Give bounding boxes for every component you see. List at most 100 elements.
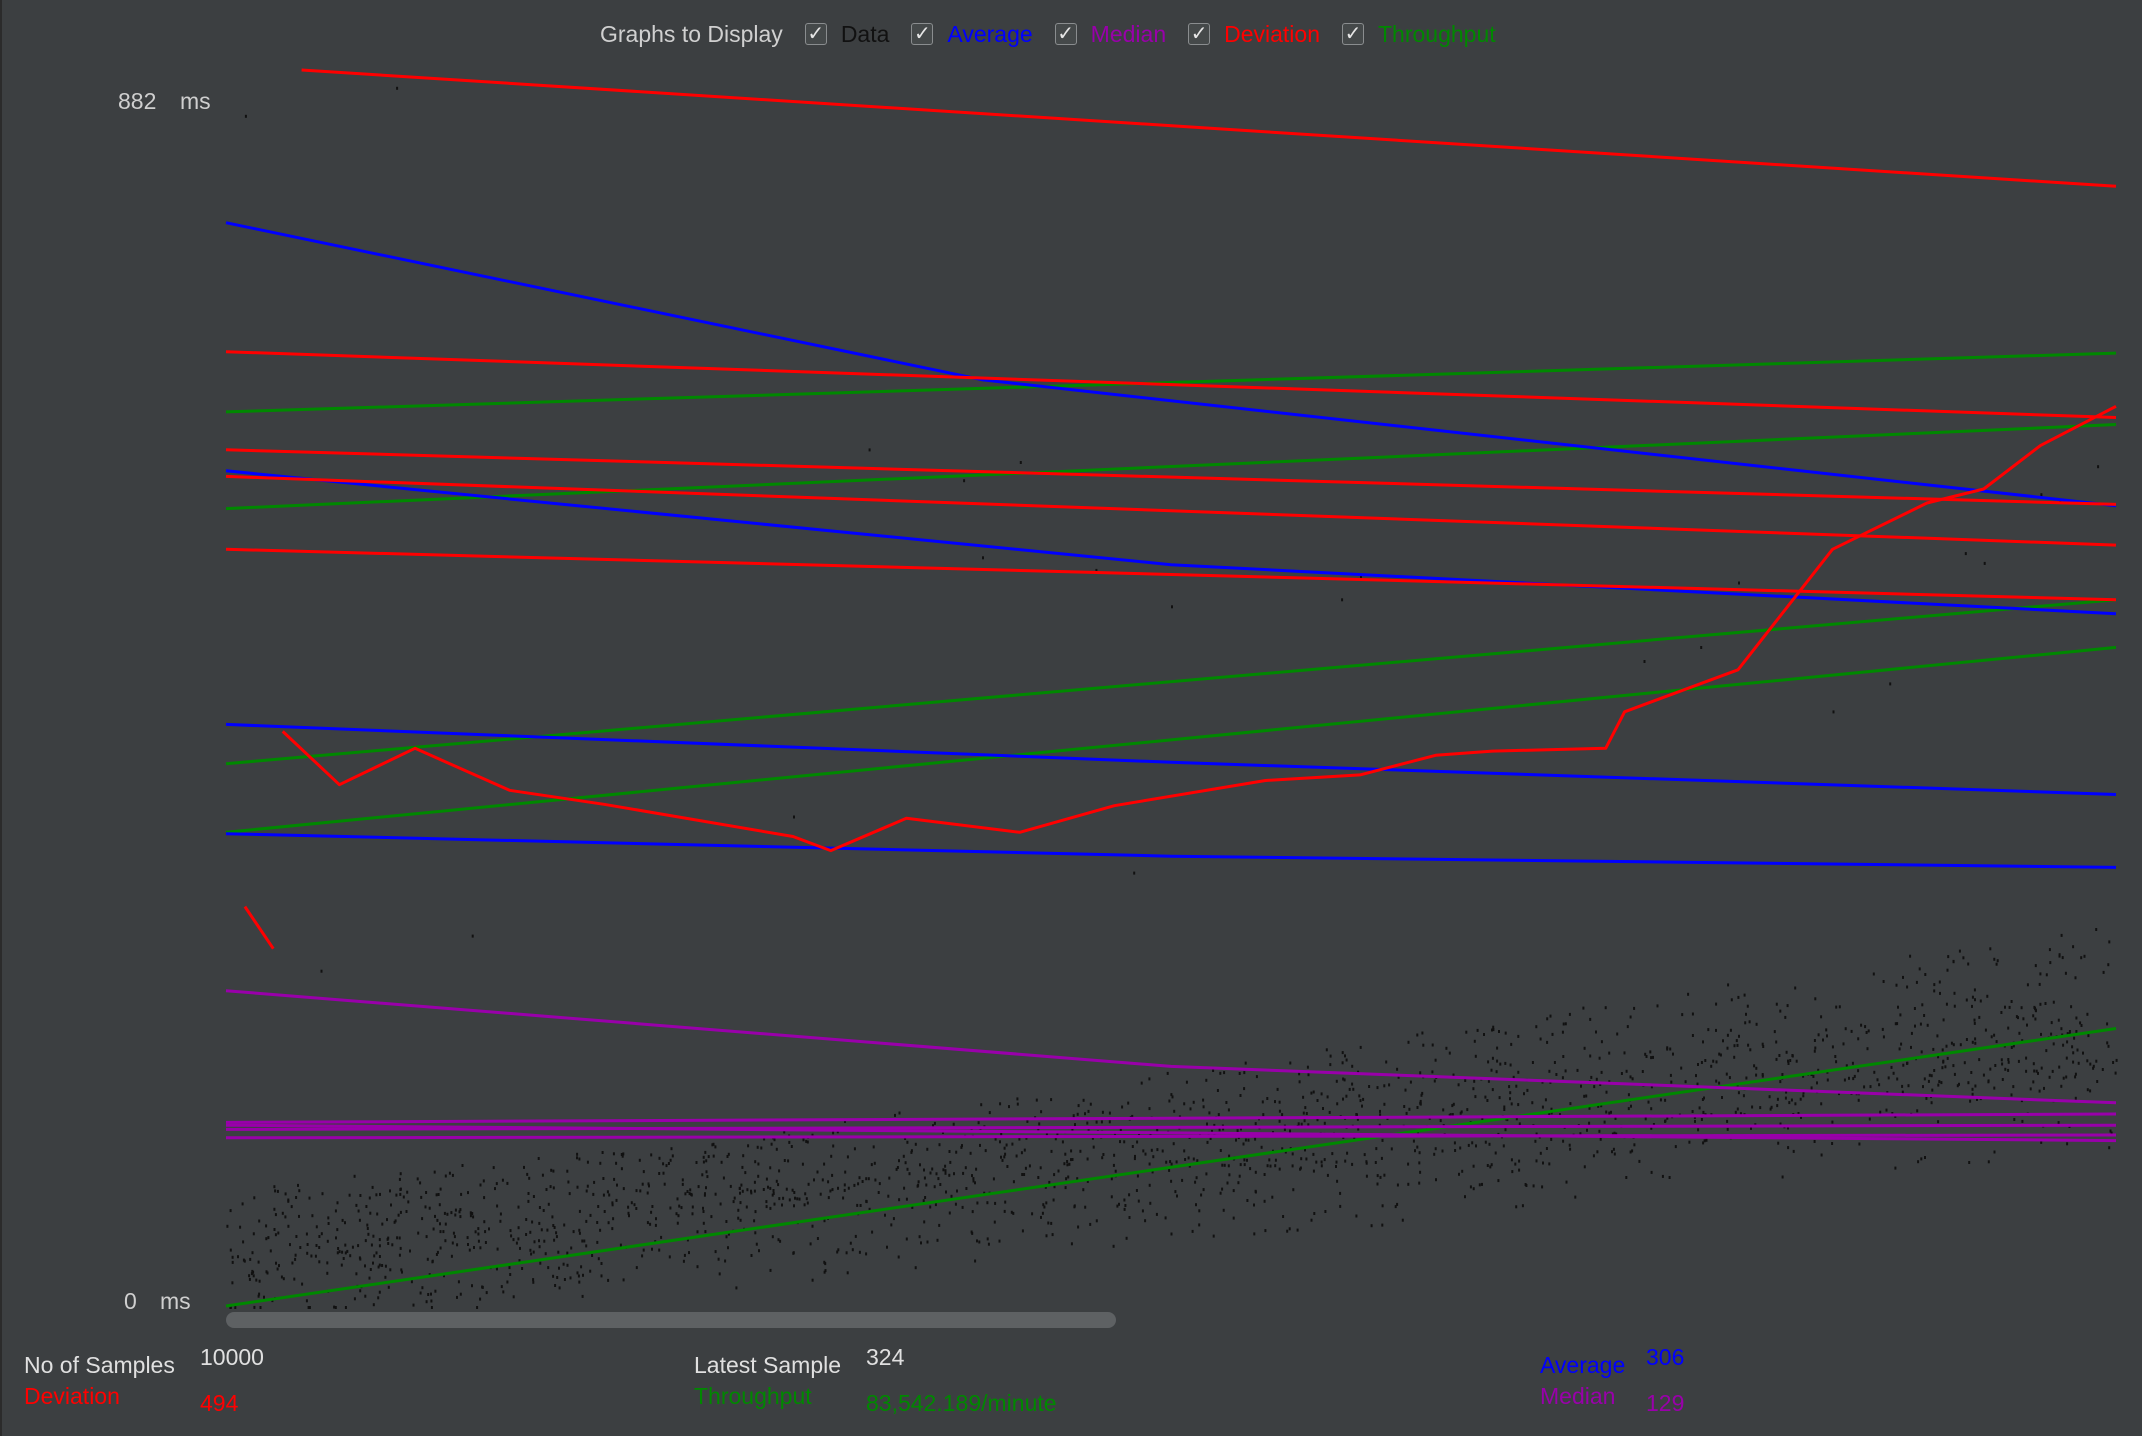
data-point (1223, 1163, 1226, 1167)
data-point (326, 1261, 329, 1265)
data-point (717, 1257, 720, 1261)
data-point (1024, 1166, 1027, 1170)
data-point (543, 1239, 546, 1243)
graph-scrollbar-thumb[interactable] (226, 1312, 1116, 1328)
data-point (586, 1184, 589, 1188)
data-point (813, 1178, 815, 1182)
data-point (2035, 1069, 2038, 1073)
data-point (1544, 1098, 1547, 1102)
data-point (1196, 1159, 1199, 1163)
data-point (538, 1221, 541, 1225)
data-point (547, 1266, 550, 1270)
data-point (1743, 993, 1746, 997)
data-point (1473, 1039, 1476, 1043)
data-point (1439, 1119, 1442, 1123)
data-point (1736, 1043, 1739, 1047)
data-point (2108, 1146, 2111, 1150)
data-point (1184, 1158, 1187, 1161)
median-checkbox[interactable]: ✓ (1054, 23, 1077, 45)
legend-item-median[interactable]: ✓ Median (1054, 21, 1166, 48)
data-point (1499, 1062, 1502, 1066)
throughput-checkbox[interactable]: ✓ (1342, 23, 1364, 45)
data-point (1509, 1091, 1512, 1095)
data-point (387, 1236, 390, 1240)
data-point (1933, 983, 1936, 987)
data-checkbox[interactable]: ✓ (804, 23, 827, 45)
data-point (646, 1191, 649, 1195)
data-point (2050, 1032, 2053, 1036)
data-point (1219, 1071, 1222, 1075)
data-point (1608, 1111, 1611, 1115)
data-point (1170, 1162, 1173, 1166)
data-point (1469, 1185, 1472, 1189)
data-point (783, 1130, 786, 1134)
data-point (1464, 1195, 1466, 1199)
data-point (1313, 1212, 1316, 1215)
data-point (1356, 1113, 1358, 1117)
data-point (258, 1279, 261, 1283)
data-point (2045, 1049, 2048, 1053)
data-point (412, 1303, 415, 1307)
data-point (1987, 1080, 1990, 1084)
legend-item-throughput[interactable]: ✓ Throughput (1342, 21, 1496, 48)
data-point (1965, 998, 1968, 1002)
data-point (305, 1299, 308, 1303)
data-point (1778, 1054, 1781, 1057)
data-point (1890, 1065, 1893, 1069)
average-checkbox[interactable]: ✓ (911, 23, 934, 45)
data-point (1359, 1045, 1362, 1049)
data-point (695, 1161, 698, 1164)
data-point (1091, 1136, 1094, 1140)
data-point (1598, 1056, 1601, 1060)
graph-scrollbar[interactable] (226, 1312, 2116, 1328)
data-point (765, 1177, 768, 1181)
data-point (400, 1268, 403, 1272)
deviation-checkbox[interactable]: ✓ (1188, 23, 1211, 45)
data-point (783, 1159, 786, 1162)
data-point (1668, 1176, 1671, 1179)
data-point (1938, 980, 1941, 984)
data-point (437, 1193, 440, 1196)
legend-item-deviation[interactable]: ✓ Deviation (1188, 21, 1320, 48)
data-point (517, 1237, 520, 1241)
no-of-samples-label: No of Samples (24, 1352, 175, 1378)
data-point (566, 1169, 569, 1173)
legend-item-average[interactable]: ✓ Average (911, 21, 1033, 48)
data-point (258, 1219, 261, 1223)
data-point (948, 1150, 951, 1153)
data-point (318, 1235, 321, 1238)
data-point (1418, 1161, 1421, 1165)
data-point (430, 1292, 432, 1296)
data-point (1698, 1106, 1701, 1110)
data-point (1589, 1017, 1592, 1021)
data-point (739, 1218, 742, 1222)
data-point (1831, 1045, 1834, 1049)
data-point (1488, 1142, 1491, 1146)
data-point (1835, 1005, 1838, 1009)
data-point (1506, 1118, 1509, 1122)
data-point (1562, 1022, 1565, 1026)
data-point (263, 1295, 265, 1299)
data-point (1569, 1102, 1572, 1106)
data-point (1814, 1046, 1817, 1050)
data-point (1820, 1153, 1823, 1157)
data-point (1525, 1184, 1528, 1187)
data-point (555, 1231, 558, 1235)
data-point (649, 1222, 652, 1226)
data-point (2001, 1078, 2004, 1081)
data-point (1148, 1077, 1151, 1081)
legend-item-data[interactable]: ✓ Data (804, 21, 889, 48)
data-point (1895, 983, 1898, 987)
data-point (397, 1213, 400, 1217)
data-point (282, 1277, 285, 1281)
data-point (1878, 1083, 1881, 1087)
data-point (1368, 1085, 1371, 1088)
data-point (1307, 1073, 1310, 1077)
data-point (1565, 1180, 1568, 1184)
data-point (596, 1240, 599, 1244)
data-point (384, 1275, 387, 1279)
data-point (1175, 1160, 1178, 1164)
data-point (1568, 1012, 1571, 1016)
data-point (1045, 1201, 1048, 1205)
data-point (1695, 1074, 1697, 1078)
